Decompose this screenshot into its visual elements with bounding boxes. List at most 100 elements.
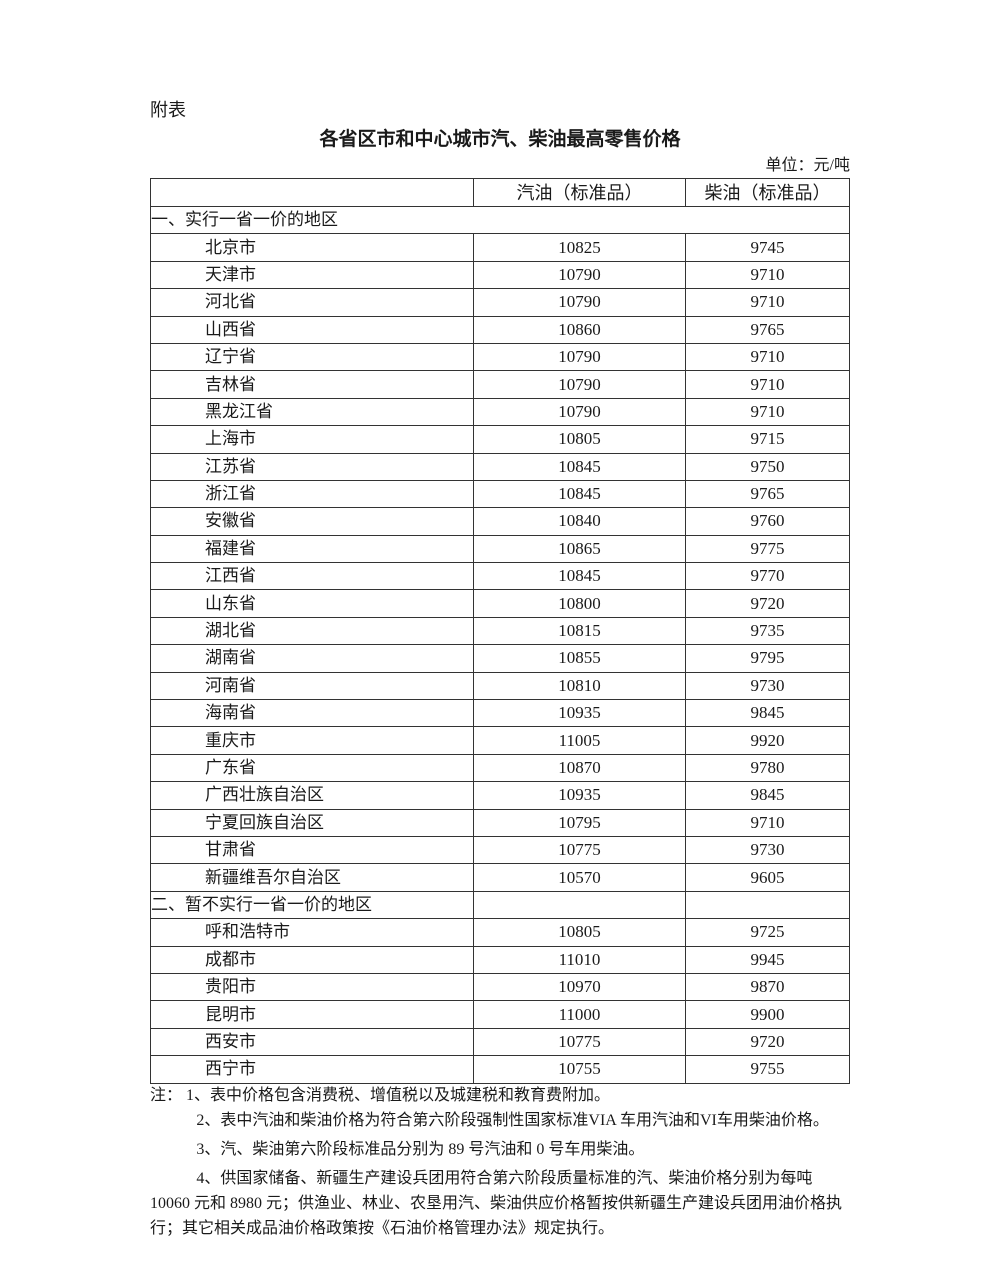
gasoline-price: 11010 bbox=[473, 945, 686, 974]
gasoline-price: 10970 bbox=[473, 972, 686, 1002]
region-name: 安徽省 bbox=[150, 507, 474, 536]
attachment-label: 附表 bbox=[150, 100, 186, 120]
gasoline-price: 10845 bbox=[473, 479, 686, 509]
region-name: 湖北省 bbox=[150, 616, 474, 646]
note-2: 2、表中汽油和柴油价格为符合第六阶段强制性国家标准VIA 车用汽油和VI车用柴油… bbox=[196, 1112, 829, 1129]
table-row: 天津市 10790 9710 bbox=[150, 260, 850, 290]
diesel-price: 9730 bbox=[685, 671, 850, 701]
gasoline-price: 10870 bbox=[473, 753, 686, 783]
region-name: 新疆维吾尔自治区 bbox=[150, 863, 474, 892]
gasoline-price: 10935 bbox=[473, 699, 686, 728]
diesel-price: 9710 bbox=[685, 288, 850, 317]
table-row: 新疆维吾尔自治区 10570 9605 bbox=[150, 863, 850, 892]
table-row: 成都市 11010 9945 bbox=[150, 945, 850, 974]
region-name: 福建省 bbox=[150, 534, 474, 564]
gasoline-price: 11005 bbox=[473, 726, 686, 755]
table-row: 呼和浩特市 10805 9725 bbox=[150, 918, 850, 947]
diesel-price: 9870 bbox=[685, 972, 850, 1002]
gasoline-price: 10825 bbox=[473, 233, 686, 262]
region-name: 上海市 bbox=[150, 425, 474, 454]
gasoline-price: 10800 bbox=[473, 589, 686, 618]
table-row: 湖北省 10815 9735 bbox=[150, 616, 850, 646]
gasoline-price: 10805 bbox=[473, 425, 686, 454]
header-region bbox=[150, 178, 474, 207]
diesel-price: 9720 bbox=[685, 589, 850, 618]
gasoline-price: 10775 bbox=[473, 1027, 686, 1057]
diesel-price: 9920 bbox=[685, 726, 850, 755]
document-title: 各省区市和中心城市汽、柴油最高零售价格 bbox=[319, 129, 681, 150]
diesel-price: 9710 bbox=[685, 370, 850, 399]
region-name: 浙江省 bbox=[150, 479, 474, 509]
diesel-price: 9745 bbox=[685, 233, 850, 262]
diesel-price: 9750 bbox=[685, 452, 850, 481]
diesel-price: 9845 bbox=[685, 699, 850, 728]
table-row: 重庆市 11005 9920 bbox=[150, 726, 850, 755]
table-row: 山西省 10860 9765 bbox=[150, 315, 850, 344]
notes: 注： 1、表中价格包含消费税、增值税以及城建税和教育费附加。 2、表中汽油和柴油… bbox=[150, 1083, 855, 1241]
diesel-price: 9900 bbox=[685, 1000, 850, 1029]
region-name: 黑龙江省 bbox=[150, 397, 474, 427]
table-row: 海南省 10935 9845 bbox=[150, 699, 850, 728]
price-table: 汽油（标准品） 柴油（标准品） 一、实行一省一价的地区 北京市 10825 9745 天… bbox=[150, 178, 850, 1084]
table-row: 江西省 10845 9770 bbox=[150, 562, 850, 591]
gasoline-price: 10790 bbox=[473, 342, 686, 372]
gasoline-price: 10790 bbox=[473, 397, 686, 427]
region-name: 宁夏回族自治区 bbox=[150, 808, 474, 837]
region-name: 山西省 bbox=[150, 315, 474, 344]
table-row: 西宁市 10755 9755 bbox=[150, 1055, 850, 1084]
table-row: 黑龙江省 10790 9710 bbox=[150, 397, 850, 427]
table-row: 昆明市 11000 9900 bbox=[150, 1000, 850, 1029]
gasoline-price: 10755 bbox=[473, 1055, 686, 1084]
header-gasoline: 汽油（标准品） bbox=[473, 178, 686, 207]
gasoline-price: 10855 bbox=[473, 644, 686, 673]
diesel-price: 9780 bbox=[685, 753, 850, 783]
table-row: 上海市 10805 9715 bbox=[150, 425, 850, 454]
gasoline-price: 10570 bbox=[473, 863, 686, 892]
table-row: 北京市 10825 9745 bbox=[150, 233, 850, 262]
gasoline-price: 10810 bbox=[473, 671, 686, 701]
section-label: 一、实行一省一价的地区 bbox=[150, 205, 850, 235]
unit-label: 单位：元/吨 bbox=[765, 157, 850, 174]
gasoline-price: 10845 bbox=[473, 452, 686, 481]
region-name: 甘肃省 bbox=[150, 835, 474, 865]
table-row: 山东省 10800 9720 bbox=[150, 589, 850, 618]
table-row: 吉林省 10790 9710 bbox=[150, 370, 850, 399]
region-name: 北京市 bbox=[150, 233, 474, 262]
empty-cell bbox=[685, 890, 850, 920]
section-row: 二、暂不实行一省一价的地区 bbox=[150, 890, 850, 920]
diesel-price: 9765 bbox=[685, 315, 850, 344]
diesel-price: 9720 bbox=[685, 1027, 850, 1057]
table-header-row: 汽油（标准品） 柴油（标准品） bbox=[150, 178, 850, 207]
table-row: 广西壮族自治区 10935 9845 bbox=[150, 781, 850, 810]
gasoline-price: 10790 bbox=[473, 370, 686, 399]
gasoline-price: 10865 bbox=[473, 534, 686, 564]
diesel-price: 9725 bbox=[685, 918, 850, 947]
diesel-price: 9710 bbox=[685, 397, 850, 427]
region-name: 山东省 bbox=[150, 589, 474, 618]
gasoline-price: 10860 bbox=[473, 315, 686, 344]
diesel-price: 9730 bbox=[685, 835, 850, 865]
note-4: 4、供国家储备、新疆生产建设兵团用符合第六阶段质量标准的汽、柴油价格分别为每吨 … bbox=[150, 1170, 843, 1237]
region-name: 河北省 bbox=[150, 288, 474, 317]
region-name: 西安市 bbox=[150, 1027, 474, 1057]
diesel-price: 9710 bbox=[685, 260, 850, 290]
region-name: 湖南省 bbox=[150, 644, 474, 673]
table-row: 宁夏回族自治区 10795 9710 bbox=[150, 808, 850, 837]
region-name: 天津市 bbox=[150, 260, 474, 290]
diesel-price: 9735 bbox=[685, 616, 850, 646]
diesel-price: 9795 bbox=[685, 644, 850, 673]
table-row: 辽宁省 10790 9710 bbox=[150, 342, 850, 372]
diesel-price: 9945 bbox=[685, 945, 850, 974]
region-name: 成都市 bbox=[150, 945, 474, 974]
region-name: 江西省 bbox=[150, 562, 474, 591]
diesel-price: 9710 bbox=[685, 808, 850, 837]
diesel-price: 9715 bbox=[685, 425, 850, 454]
diesel-price: 9845 bbox=[685, 781, 850, 810]
diesel-price: 9775 bbox=[685, 534, 850, 564]
region-name: 昆明市 bbox=[150, 1000, 474, 1029]
region-name: 贵阳市 bbox=[150, 972, 474, 1002]
empty-cell bbox=[473, 890, 686, 920]
gasoline-price: 10845 bbox=[473, 562, 686, 591]
gasoline-price: 10775 bbox=[473, 835, 686, 865]
header-diesel: 柴油（标准品） bbox=[685, 178, 850, 207]
